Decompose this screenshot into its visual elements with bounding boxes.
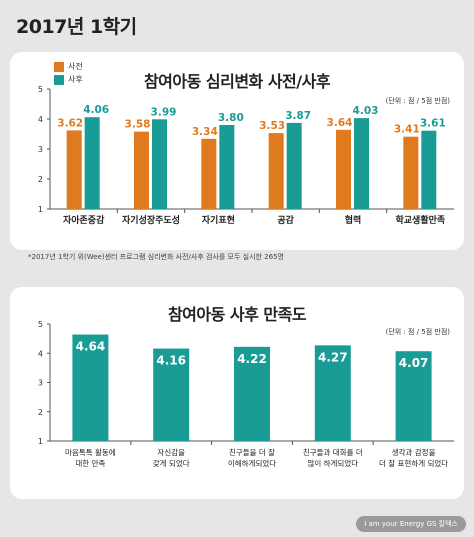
chart2-bar <box>234 346 270 441</box>
chart2-y-tick-label: 3 <box>38 379 43 388</box>
chart1-category-label: 자기성장주도성 <box>122 214 180 226</box>
chart2-category-label: 자신감을 갖게 되었다 <box>153 447 190 468</box>
chart1-category-label: 학교생활만족 <box>395 214 445 226</box>
chart1-data-label: 3.99 <box>151 106 177 118</box>
chart2-data-label: 4.07 <box>399 356 429 370</box>
legend-label-after: 사후 <box>68 75 83 84</box>
chart2-data-label: 4.27 <box>318 350 348 364</box>
chart1-legend: 사전 사후 <box>54 60 83 86</box>
chart1-title: 참여아동 심리변화 사전/사후 <box>143 72 331 91</box>
legend-label-before: 사전 <box>68 62 83 71</box>
legend-swatch-before <box>54 61 64 72</box>
chart1-data-label: 3.64 <box>327 117 353 129</box>
chart1-card: 사전 사후 참여아동 심리변화 사전/사후 (단위 : 점 / 5점 만점) 1… <box>10 52 464 250</box>
legend-swatch-after <box>54 74 64 85</box>
chart1-category-label: 자기표현 <box>202 214 235 226</box>
legend-item-before: 사전 <box>54 60 83 73</box>
chart1-bar-after <box>152 119 167 209</box>
chart1-y-tick-label: 3 <box>38 145 43 154</box>
chart1-bar-after <box>286 122 302 209</box>
legend-item-after: 사후 <box>54 73 83 86</box>
chart2-y-tick-label: 5 <box>38 320 43 329</box>
chart2-bar <box>72 334 109 441</box>
chart2-data-label: 4.22 <box>237 352 267 366</box>
chart1-bar-after <box>219 125 235 209</box>
chart1-bar-after <box>84 117 100 209</box>
chart1-category-label: 협력 <box>345 214 362 226</box>
chart1-bar-after <box>421 130 437 209</box>
chart1-data-label: 3.58 <box>125 119 151 131</box>
chart1-bar-before <box>134 131 149 209</box>
chart1-y-tick-label: 1 <box>38 205 43 214</box>
chart1-y-tick-label: 2 <box>38 175 43 184</box>
chart1-data-label: 3.34 <box>192 126 218 138</box>
chart2-bar <box>314 345 351 441</box>
chart2-data-label: 4.64 <box>76 340 106 354</box>
footer-brand: I am your Energy GS 칼텍스 <box>356 516 466 532</box>
chart1-footnote: *2017년 1학기 위(Wee)센터 프로그램 심리변화 사전/사후 검사를 … <box>28 253 284 261</box>
chart1-bar-before <box>268 133 284 209</box>
chart2-category-label: 마음톡톡 활동에 대한 만족 <box>65 447 116 468</box>
chart1-y-tick-label: 5 <box>38 85 43 94</box>
chart1-bar-after <box>354 118 369 209</box>
page-title: 2017년 1학기 <box>16 16 137 38</box>
chart2-y-tick-label: 4 <box>38 349 43 358</box>
chart1-y-tick-label: 4 <box>38 115 43 124</box>
chart2-y-tick-label: 2 <box>38 408 43 417</box>
chart1-data-label: 3.61 <box>420 118 446 130</box>
chart1-data-label: 3.87 <box>285 110 311 122</box>
chart1-data-label: 4.03 <box>353 105 379 117</box>
chart2-y-tick-label: 1 <box>38 437 43 446</box>
chart1-data-label: 3.62 <box>57 117 83 129</box>
chart2-plot: 1 2 3 4 5 4.64 마음톡톡 활동에 대한 만족 4.16 자신감을 갖게 되었다 4.22… <box>38 320 454 468</box>
chart1-bar-before <box>66 130 82 209</box>
chart1-plot: 123453.624.06자아존중감3.583.99자기성장주도성3.343.8… <box>38 85 454 226</box>
chart1-data-label: 3.53 <box>259 120 285 132</box>
chart1-category-label: 자아존중감 <box>63 214 105 226</box>
chart2-unit-note: (단위 : 점 / 5점 만점) <box>385 328 450 336</box>
chart2-bar <box>153 348 190 441</box>
chart1-data-label: 3.80 <box>218 112 244 124</box>
chart2-card: 참여아동 사후 만족도 (단위 : 점 / 5점 만점) 1 2 3 4 5 4.64 마음… <box>10 287 464 499</box>
chart2-category-label: 친구들을 더 잘 이해하게되었다 <box>228 447 276 468</box>
chart1-bar-before <box>336 129 351 209</box>
chart2-category-label: 친구들과 대화를 더 많이 하게되었다 <box>303 447 363 468</box>
chart1-bar-before <box>403 136 419 209</box>
chart1-data-label: 3.41 <box>394 124 420 136</box>
chart1-data-label: 4.06 <box>83 104 109 116</box>
chart1-unit-note: (단위 : 점 / 5점 만점) <box>385 97 450 105</box>
chart2-title: 참여아동 사후 만족도 <box>167 305 307 324</box>
chart1-bar-before <box>201 138 217 209</box>
chart2-bar <box>395 351 432 441</box>
chart1-category-label: 공감 <box>277 214 294 226</box>
chart2-data-label: 4.16 <box>156 354 186 368</box>
chart2-category-label: 생각과 감정을 더 잘 표현하게 되었다 <box>379 447 448 468</box>
